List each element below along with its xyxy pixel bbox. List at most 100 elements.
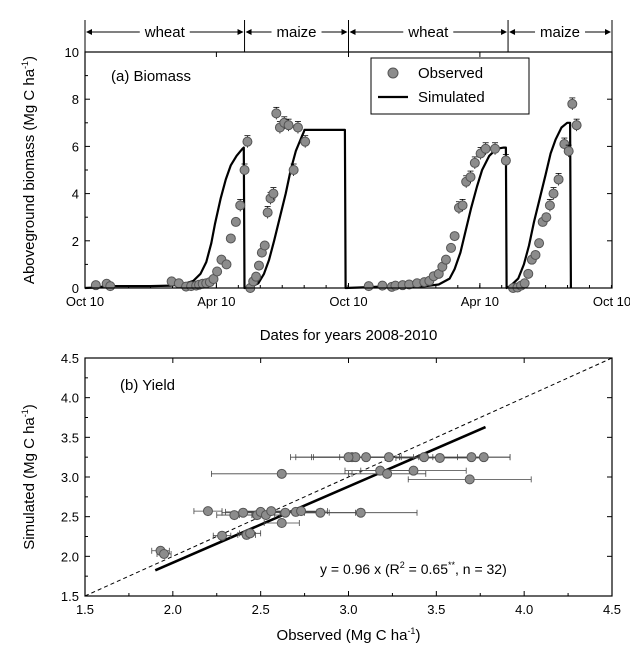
x-tick-label: 4.0 (515, 602, 533, 617)
equation-prefix: y = 0.96 x (R (320, 561, 400, 577)
observed-point (271, 108, 282, 119)
observed-point (530, 249, 541, 260)
yield-point (466, 452, 477, 463)
observed-point (490, 143, 501, 154)
x-tick-label: Oct 10 (593, 294, 630, 309)
y-axis-label: Simulated (Mg C ha-1) (20, 404, 38, 550)
observed-point (541, 212, 552, 223)
yield-point (343, 452, 354, 463)
y-tick-label: 3.0 (61, 470, 79, 485)
season-label: wheat (144, 24, 186, 41)
yield-point (266, 506, 277, 517)
yield-point (464, 474, 475, 485)
x-axis-label: Observed (Mg C ha-1) (277, 626, 421, 644)
yield-point (434, 452, 445, 463)
x-axis-label-main: Observed (Mg C ha (277, 627, 409, 644)
x-tick-label: 3.5 (427, 602, 445, 617)
observed-point (212, 266, 223, 277)
season-bar: wheat maize wheat maize (84, 20, 613, 52)
yield-point (276, 468, 287, 479)
x-tick-label: 1.5 (76, 602, 94, 617)
observed-point (523, 268, 534, 279)
biomass-panel: wheat maize wheat maize 0 2 4 6 8 10 Oct 10 Apr 1… (20, 20, 630, 344)
one-to-one-line (84, 357, 613, 597)
equation-sup-r2: 2 (400, 560, 405, 570)
plot-frame (84, 357, 613, 597)
x-tick-label: Apr 10 (197, 294, 235, 309)
observed-point (563, 146, 574, 157)
season-arrowhead (501, 29, 508, 35)
y-tick-label: 6 (72, 139, 79, 154)
yield-point (419, 452, 430, 463)
y-tick-label: 8 (72, 92, 79, 107)
observed-point (500, 155, 511, 166)
y-tick-label: 0 (72, 281, 79, 296)
y-tick-label: 4.5 (61, 351, 79, 366)
x-tick-label: 2.5 (252, 602, 270, 617)
observed-point (440, 254, 451, 265)
y-axis-label-tail: ) (21, 56, 38, 61)
y-tick-label: 10 (65, 45, 79, 60)
y-tick-label: 2.0 (61, 549, 79, 564)
y-tick-label: 1.5 (61, 589, 79, 604)
observed-point (469, 157, 480, 168)
y-tick-label: 4 (72, 187, 79, 202)
y-axis-label-sup: -1 (20, 61, 30, 69)
observed-point (288, 165, 299, 175)
observed-point (559, 139, 570, 150)
y-axis-label-sup: -1 (20, 409, 30, 417)
y-axis-label-main: Simulated (Mg C ha (21, 417, 38, 550)
observed-series (90, 97, 582, 293)
equation-suffix: , n = 32) (455, 561, 507, 577)
season-arrowhead (245, 29, 252, 35)
observed-point (377, 280, 388, 291)
observed-point (235, 200, 246, 211)
season-arrowhead (341, 29, 348, 35)
observed-point (251, 271, 262, 282)
x-axis-label: Dates for years 2008-2010 (260, 327, 438, 344)
observed-point (548, 188, 559, 199)
panel-label: (b) Yield (120, 377, 175, 394)
legend-observed-label: Observed (418, 65, 483, 82)
yield-point (229, 510, 240, 521)
panel-label: (a) Biomass (111, 68, 191, 85)
yield-point (238, 507, 249, 518)
yield-point (382, 468, 393, 479)
yield-point (383, 452, 394, 463)
season-arrowhead (509, 29, 516, 35)
regression-equation: y = 0.96 x (R2 = 0.65**, n = 32) (320, 560, 507, 577)
simulated-series (84, 121, 572, 290)
season-arrowhead (605, 29, 611, 35)
y-tick-label: 2.5 (61, 510, 79, 525)
legend: Observed Simulated (370, 57, 530, 115)
yield-panel: 1.5 2.0 2.5 3.0 3.5 4.0 4.5 1.5 2.0 2.5 3.0 3.5 4.0… (20, 351, 621, 644)
yield-point (408, 465, 419, 476)
observed-point (283, 120, 294, 131)
x-axis-ticks: Oct 10 Apr 10 Oct 10 Apr 10 Oct 10 (66, 52, 630, 309)
equation-sup-sig: ** (448, 560, 456, 570)
yield-point (296, 506, 307, 517)
x-axis-label-tail: ) (415, 627, 420, 644)
yield-point (276, 518, 287, 529)
observed-point (534, 238, 545, 249)
yield-point (217, 530, 228, 541)
observed-point (544, 200, 555, 211)
observed-point (239, 165, 250, 175)
error-bars (151, 454, 532, 557)
x-axis-label-sup: -1 (407, 626, 415, 636)
yield-points (155, 452, 489, 559)
observed-point (268, 188, 279, 199)
x-tick-label: Oct 10 (329, 294, 367, 309)
y-tick-label: 3.5 (61, 430, 79, 445)
observed-point (553, 174, 564, 185)
season-label: maize (277, 24, 317, 41)
season-label: wheat (407, 24, 449, 41)
legend-simulated-label: Simulated (418, 89, 485, 106)
observed-point (480, 143, 491, 154)
yield-point (315, 507, 326, 518)
observed-point (457, 200, 468, 211)
yield-point (355, 507, 366, 518)
regression-line (154, 425, 487, 572)
yield-point (159, 548, 170, 559)
observed-point (225, 233, 236, 244)
